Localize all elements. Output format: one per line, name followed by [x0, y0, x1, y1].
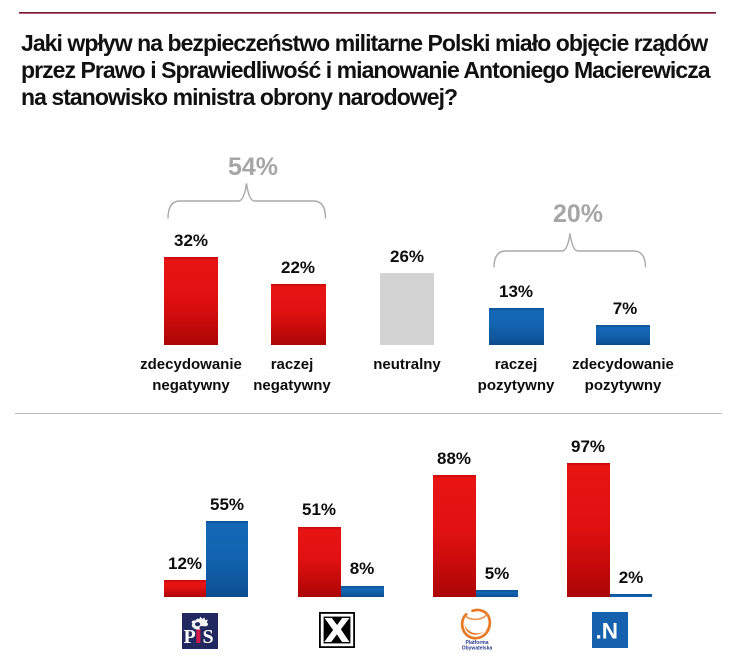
svg-text:S: S	[203, 626, 214, 648]
svg-text:Platforma: Platforma	[465, 640, 488, 646]
svg-text:P: P	[184, 626, 196, 648]
svg-text:Obywatelska: Obywatelska	[462, 646, 493, 652]
svg-text:.N: .N	[596, 619, 619, 644]
